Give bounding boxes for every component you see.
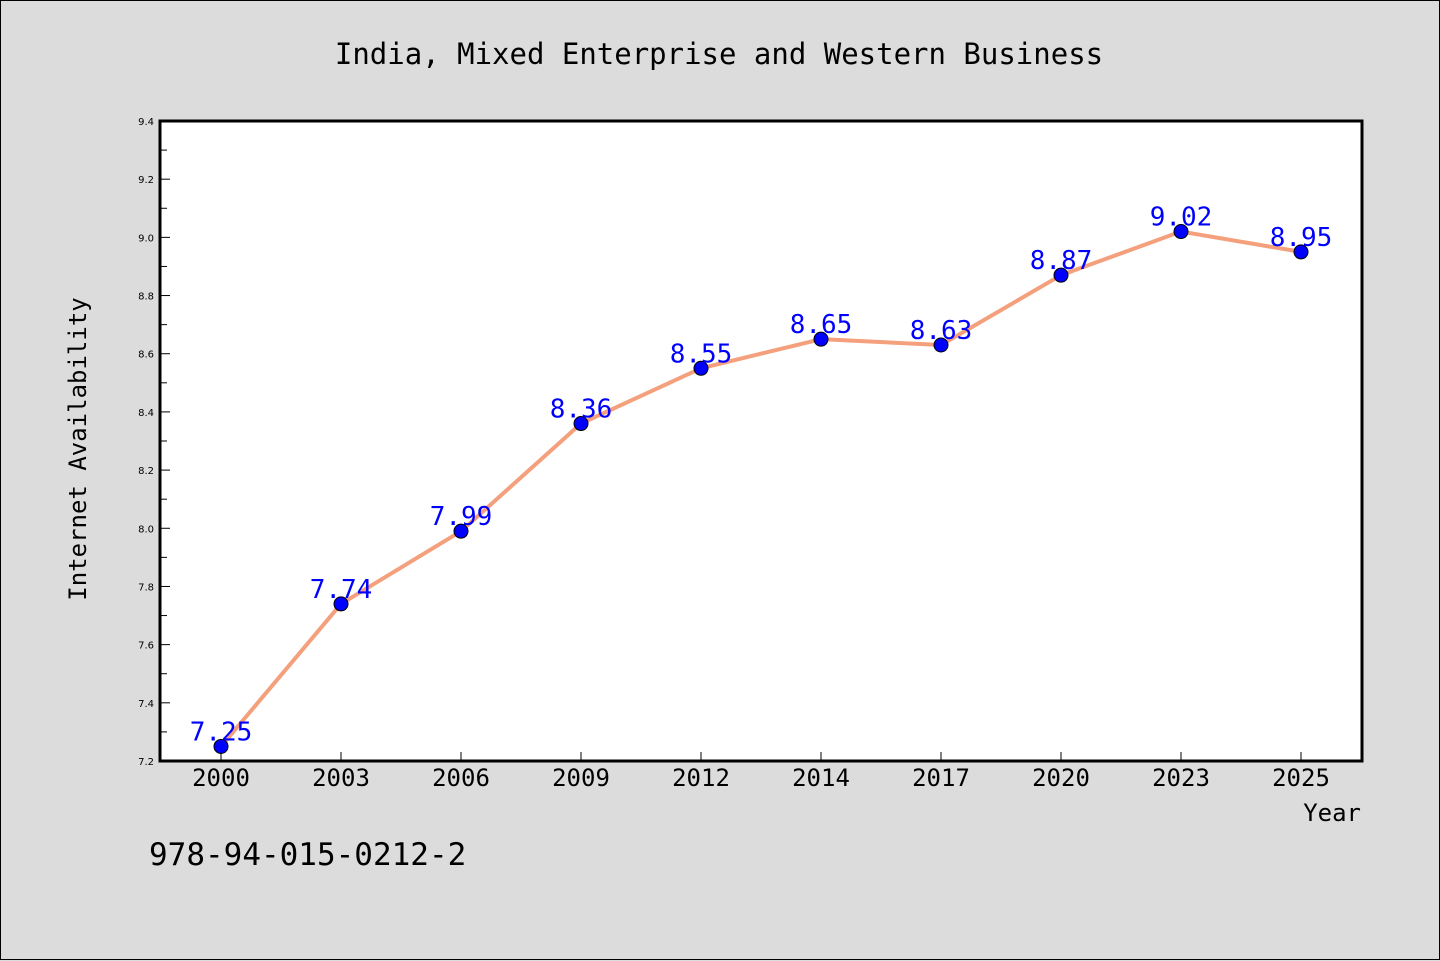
- data-point: [213, 738, 229, 754]
- data-label: 7.99: [430, 502, 493, 532]
- y-tick-label: 7.8: [138, 582, 154, 593]
- data-label: 8.36: [550, 395, 613, 425]
- series-line-layer: [213, 224, 1309, 754]
- chart-title: India, Mixed Enterprise and Western Busi…: [335, 37, 1103, 71]
- y-tick-label: 9.4: [138, 117, 154, 128]
- data-label: 7.74: [310, 575, 373, 605]
- y-tick-label: 7.6: [138, 641, 154, 652]
- data-point: [693, 360, 709, 376]
- x-tick-label: 2023: [1152, 764, 1210, 792]
- data-point: [933, 337, 949, 353]
- data-point: [1293, 244, 1309, 260]
- x-tick-label: 2020: [1032, 764, 1090, 792]
- y-tick-label: 8.6: [138, 350, 154, 361]
- x-axis: 2000 2003 2006 2009 2012 2014 2017 2020 2023 2025: [192, 752, 1330, 792]
- y-axis: 7.2 7.4 7.6 7.8 8.0 8.2 8.4 8.6 8.8 9.0 9.2 9.4: [138, 117, 170, 768]
- x-tick-label: 2014: [792, 764, 850, 792]
- y-tick-label: 9.2: [138, 175, 154, 186]
- data-point: [573, 416, 589, 432]
- data-label: 9.02: [1150, 203, 1213, 233]
- x-tick-label: 2000: [192, 764, 250, 792]
- data-label: 8.95: [1270, 223, 1333, 253]
- x-tick-label: 2017: [912, 764, 970, 792]
- x-tick-label: 2009: [552, 764, 610, 792]
- y-tick-label: 8.8: [138, 292, 154, 303]
- x-tick-label: 2012: [672, 764, 730, 792]
- y-tick-label: 9.0: [138, 233, 154, 244]
- data-point: [1173, 224, 1189, 240]
- data-point: [453, 523, 469, 539]
- y-tick-label: 7.2: [138, 757, 154, 768]
- plot-area: [158, 119, 1364, 763]
- x-tick-label: 2006: [432, 764, 490, 792]
- y-tick-label: 8.2: [138, 466, 154, 477]
- isbn-text: 978-94-015-0212-2: [149, 837, 466, 873]
- data-point: [813, 331, 829, 347]
- x-axis-label: Year: [1303, 799, 1361, 827]
- data-label: 8.55: [670, 339, 733, 369]
- data-label: 8.63: [910, 316, 973, 346]
- x-tick-label: 2003: [312, 764, 370, 792]
- y-tick-label: 8.0: [138, 524, 154, 535]
- data-point: [333, 596, 349, 612]
- data-label: 8.65: [790, 310, 853, 340]
- y-axis-label: Internet Availability: [64, 297, 92, 600]
- data-point: [1053, 267, 1069, 283]
- series-line: [219, 229, 1302, 748]
- data-label: 8.87: [1030, 246, 1093, 276]
- x-tick-label: 2025: [1272, 764, 1330, 792]
- data-label-layer: 7.25 7.74 7.99 8.36 8.55 8.65 8.63 8.87 9.02 8.95: [190, 203, 1333, 748]
- y-tick-label: 8.4: [138, 408, 154, 419]
- data-label: 7.25: [190, 717, 253, 747]
- y-tick-label: 7.4: [138, 699, 154, 710]
